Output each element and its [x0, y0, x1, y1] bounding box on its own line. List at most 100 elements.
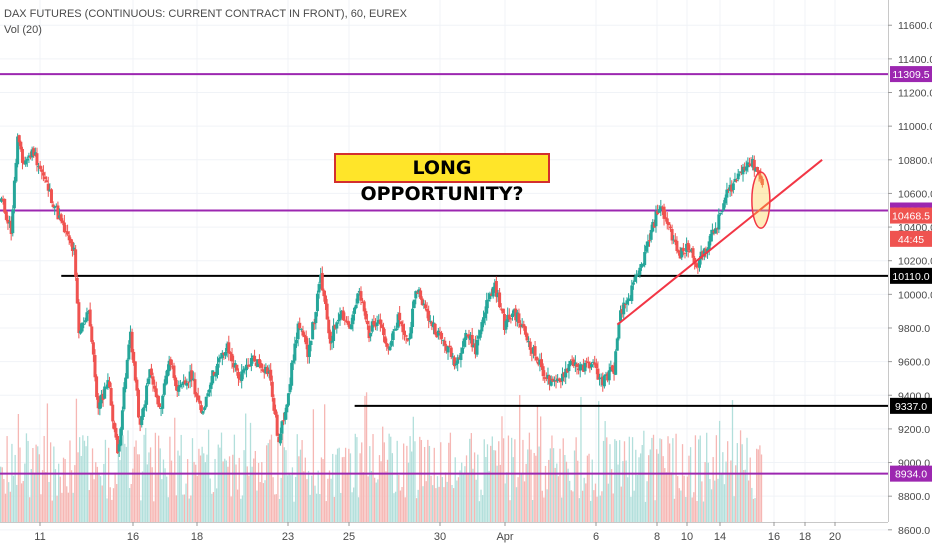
candle-body — [601, 376, 605, 386]
volume-bar — [625, 460, 627, 522]
candle-body — [211, 370, 215, 384]
candle-body — [736, 173, 740, 180]
volume-bar — [261, 462, 263, 522]
volume-bar — [285, 450, 287, 522]
volume-bar — [741, 444, 743, 522]
volume-bar — [249, 422, 252, 522]
candle-body — [454, 363, 458, 366]
volume-bar — [591, 459, 593, 522]
volume-bar — [730, 460, 732, 522]
candle-body — [35, 153, 39, 166]
candle-body — [315, 293, 319, 312]
volume-bar — [602, 440, 605, 522]
candle-body — [286, 393, 290, 406]
candle-body — [456, 357, 460, 364]
candle-body — [195, 393, 199, 397]
x-tick-label: 25 — [343, 531, 355, 543]
volume-bar — [103, 463, 105, 522]
volume-bar — [51, 500, 53, 522]
volume-bar — [578, 498, 581, 522]
volume-bar — [324, 404, 326, 522]
x-tick-label: 18 — [191, 531, 203, 543]
volume-bar — [412, 416, 414, 522]
volume-bar — [20, 483, 23, 522]
x-tick-label: 16 — [127, 531, 139, 543]
volume-bar — [286, 475, 289, 522]
volume-bar — [77, 452, 79, 522]
volume-bar — [70, 470, 73, 522]
volume-bar — [475, 479, 477, 522]
candle-body — [569, 360, 573, 365]
y-tick-label: 9200.0 — [898, 424, 930, 436]
candle-body — [685, 243, 689, 252]
volume-bar — [3, 478, 5, 522]
volume-bar — [270, 434, 273, 522]
volume-bar — [332, 453, 334, 522]
volume-bar — [293, 501, 295, 522]
volume-bar — [211, 493, 213, 522]
volume-bar — [216, 488, 218, 522]
volume-bar — [601, 491, 603, 522]
volume-bar — [75, 398, 78, 522]
volume-bar — [456, 480, 458, 522]
candle-body — [365, 320, 369, 325]
candle-body — [178, 384, 182, 388]
candle-body — [132, 351, 136, 363]
candle-body — [312, 323, 316, 325]
volume-bar — [710, 489, 713, 522]
candle-body — [643, 252, 647, 266]
volume-bar — [649, 449, 651, 522]
candle-body — [364, 310, 368, 320]
y-tick-label: 9800.0 — [898, 323, 930, 335]
volume-bar — [253, 458, 255, 522]
volume-bar — [301, 440, 303, 522]
candle-body — [164, 375, 168, 385]
candle-body — [151, 376, 155, 385]
volume-bar — [359, 453, 361, 522]
volume-bar — [0, 466, 2, 522]
candle-body — [58, 215, 62, 218]
volume-bar — [583, 477, 585, 522]
volume-bar — [430, 475, 432, 522]
volume-bar — [681, 444, 684, 522]
volume-bar — [751, 487, 753, 522]
volume-bar — [622, 461, 624, 522]
candle-body — [29, 156, 33, 158]
candle-body — [8, 222, 12, 224]
candle-body — [235, 364, 239, 371]
y-tick-label: 11200.0 — [898, 88, 932, 100]
candle-body — [760, 178, 764, 186]
candle-body — [477, 336, 481, 339]
candle-body — [678, 252, 682, 259]
candle-body — [396, 314, 400, 328]
volume-bar — [557, 476, 560, 522]
y-tick-label: 10200.0 — [898, 256, 932, 268]
candle-body — [111, 404, 115, 422]
volume-bar — [140, 500, 142, 522]
candle-body — [683, 252, 687, 254]
candle-body — [135, 379, 139, 391]
volume-bar — [498, 441, 500, 522]
volume-bar — [309, 494, 311, 522]
candle-body — [70, 241, 74, 252]
volume-bar — [193, 461, 195, 522]
volume-bar — [169, 436, 171, 522]
level-price-label: 9337.0 — [895, 401, 927, 413]
candle-body — [375, 322, 379, 326]
volume-bar — [559, 448, 561, 522]
candle-body — [693, 257, 697, 264]
volume-bar — [443, 487, 445, 522]
candle-body — [285, 404, 289, 413]
candle-body — [380, 324, 384, 328]
candle-body — [610, 365, 614, 371]
volume-bar — [236, 489, 239, 522]
volume-bar — [328, 470, 331, 522]
volume-bar — [53, 446, 55, 522]
candle-body — [227, 342, 231, 354]
candle-body — [444, 345, 448, 351]
volume-bar — [320, 457, 323, 522]
candle-body — [307, 344, 311, 357]
x-tick-label: 16 — [768, 531, 780, 543]
candle-body — [138, 418, 142, 425]
candle-body — [117, 444, 121, 452]
